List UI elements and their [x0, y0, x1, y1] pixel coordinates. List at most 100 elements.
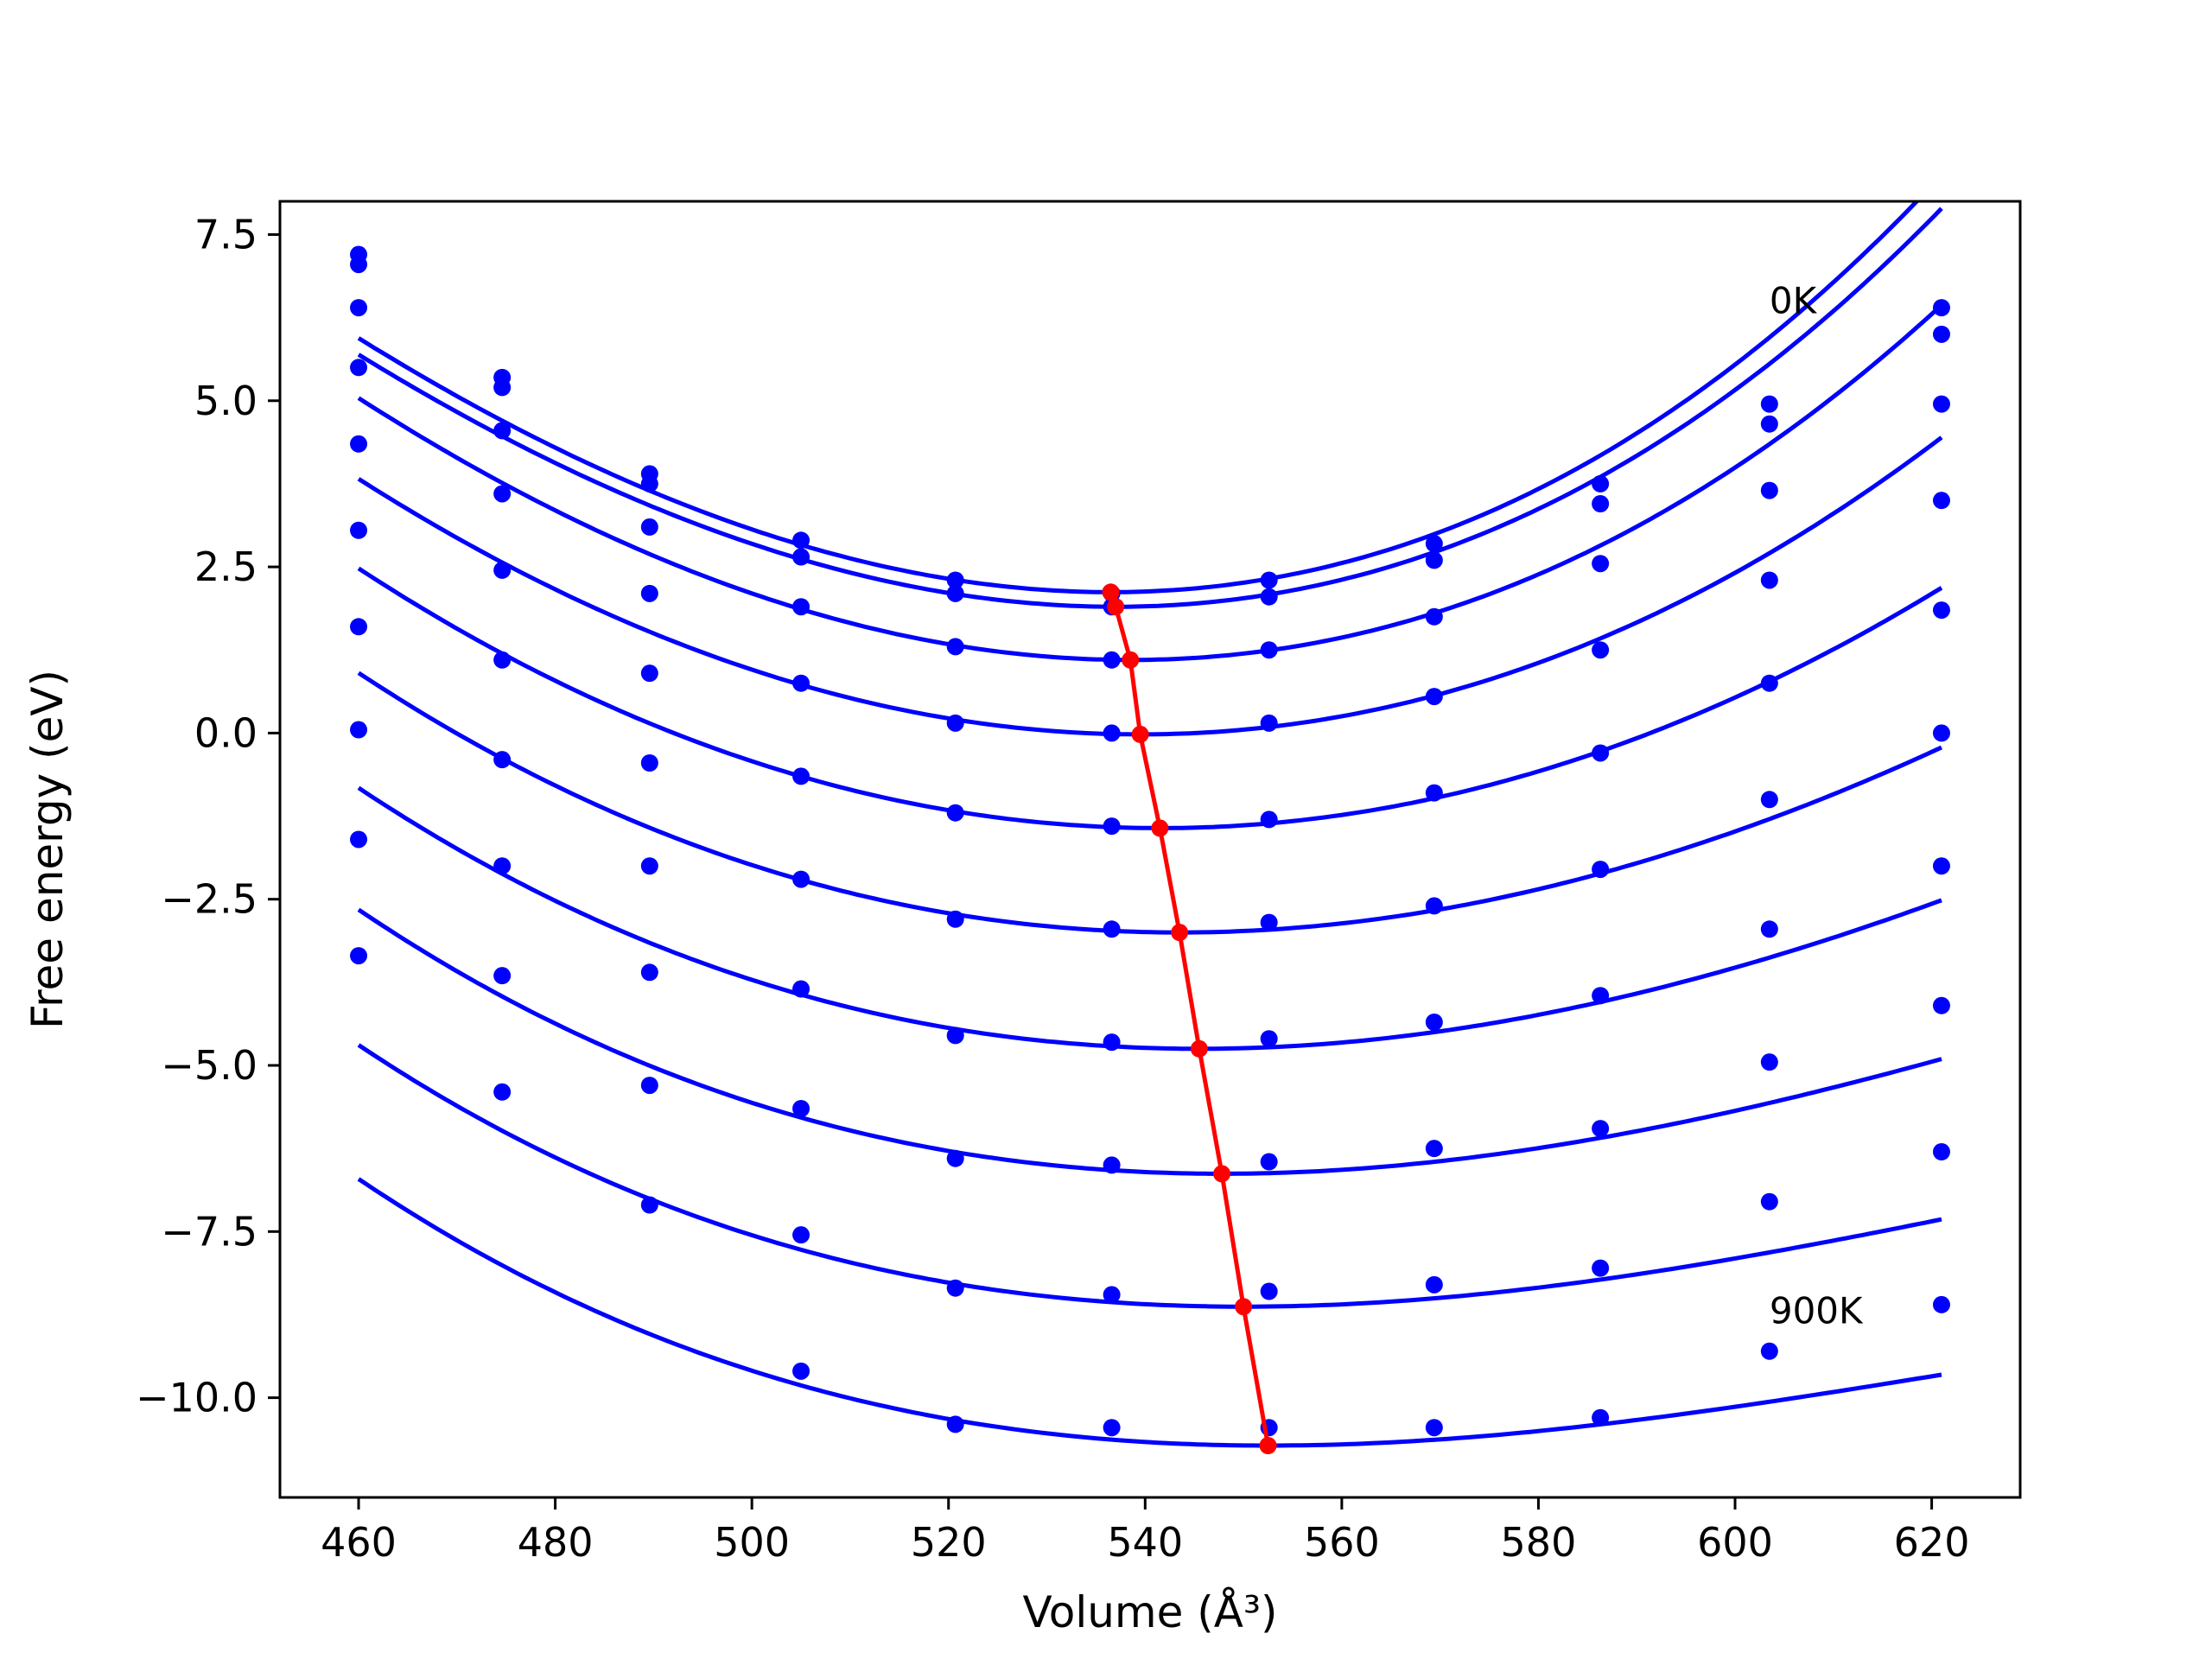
data-point-s8-8	[1592, 1259, 1610, 1277]
fit-curve-8	[357, 1043, 1942, 1309]
data-point-s9-9	[1760, 1342, 1778, 1360]
fit-curves	[357, 201, 1943, 1448]
data-point-s7-10	[1932, 996, 1950, 1014]
fit-curve-1	[357, 207, 1943, 609]
minimum-point-3	[1131, 725, 1149, 743]
minimum-line	[1102, 583, 1277, 1454]
data-point-s3-4	[946, 714, 964, 732]
data-point-s0-3	[792, 531, 810, 550]
data-point-s2-8	[1592, 555, 1610, 573]
data-point-s5-6	[1260, 913, 1278, 931]
data-point-s1-1	[493, 378, 512, 397]
data-point-s6-9	[1760, 920, 1778, 938]
y-tick-label-7: −10.0	[136, 1375, 257, 1421]
data-point-s7-8	[1592, 1120, 1610, 1138]
data-point-s8-7	[1425, 1275, 1443, 1294]
data-point-s2-2	[640, 518, 658, 536]
data-point-s1-7	[1425, 551, 1443, 569]
data-point-s5-10	[1932, 724, 1950, 742]
data-point-s5-8	[1592, 861, 1610, 879]
data-point-s8-9	[1760, 1192, 1778, 1211]
data-point-s9-7	[1425, 1419, 1443, 1437]
data-point-s9-8	[1592, 1408, 1610, 1427]
data-point-s2-10	[1932, 395, 1950, 413]
data-point-s7-9	[1760, 1053, 1778, 1071]
data-point-s9-2	[640, 1196, 658, 1214]
data-point-s4-3	[792, 767, 810, 785]
fit-curve-2	[357, 303, 1943, 663]
data-point-s5-9	[1760, 791, 1778, 809]
data-point-s3-2	[640, 584, 658, 602]
data-point-s7-6	[1260, 1153, 1278, 1171]
annotation-0k: 0K	[1770, 279, 1818, 321]
data-point-s0-10	[1932, 299, 1950, 317]
x-axis-ticks: 460 480 500 520 540 560 580 600 620	[321, 1497, 1969, 1566]
data-point-s3-1	[493, 485, 512, 503]
data-point-s1-9	[1760, 415, 1778, 433]
y-tick-label-4: −2.5	[161, 876, 257, 923]
data-point-s6-4	[946, 1027, 964, 1045]
x-tick-label-480: 480	[518, 1519, 594, 1566]
data-point-s2-4	[946, 638, 964, 656]
data-point-s5-5	[1103, 920, 1121, 938]
y-tick-label-6: −7.5	[161, 1208, 257, 1255]
data-point-s6-3	[792, 980, 810, 998]
data-point-s9-1	[493, 1083, 512, 1101]
data-point-s7-2	[640, 963, 658, 982]
fit-curve-6	[357, 785, 1942, 1052]
data-point-s4-2	[640, 664, 658, 683]
data-point-s1-2	[640, 474, 658, 493]
data-point-s1-8	[1592, 495, 1610, 512]
data-point-s3-5	[1103, 724, 1121, 742]
data-point-s6-6	[1260, 1030, 1278, 1048]
x-tick-label-500: 500	[714, 1519, 790, 1566]
minimum-point-8	[1235, 1298, 1253, 1316]
data-point-s1-10	[1932, 325, 1950, 343]
data-point-s8-0	[350, 830, 368, 849]
x-tick-label-580: 580	[1501, 1519, 1577, 1566]
data-point-s8-1	[493, 967, 512, 985]
data-point-s3-8	[1592, 641, 1610, 659]
y-tick-label-2: 2.5	[194, 543, 257, 590]
fit-curve-9	[357, 1177, 1942, 1448]
minimum-point-7	[1213, 1165, 1231, 1183]
data-point-s0-8	[1592, 474, 1610, 493]
data-point-s6-8	[1592, 987, 1610, 1005]
y-axis-label: Free energy (eV)	[22, 670, 73, 1029]
fit-curve-3	[357, 435, 1943, 737]
data-point-s5-1	[493, 651, 512, 669]
fit-curve-5	[357, 671, 1943, 935]
data-point-s4-1	[493, 561, 512, 579]
data-point-s5-7	[1425, 897, 1443, 915]
data-point-s2-5	[1103, 651, 1121, 669]
x-tick-label-540: 540	[1107, 1519, 1183, 1566]
data-point-s5-4	[946, 910, 964, 928]
data-point-s1-3	[792, 548, 810, 566]
minimum-point-9	[1259, 1437, 1277, 1454]
annotation-900k: 900K	[1770, 1290, 1864, 1332]
minimum-line-path	[1109, 591, 1270, 1446]
data-point-s0-4	[946, 571, 964, 589]
data-point-s8-6	[1260, 1282, 1278, 1300]
x-tick-label-460: 460	[321, 1519, 397, 1566]
data-point-s1-6	[1260, 588, 1278, 606]
data-point-s5-3	[792, 870, 810, 888]
y-tick-label-3: 0.0	[194, 709, 257, 756]
x-tick-label-620: 620	[1894, 1519, 1970, 1566]
minimum-point-2	[1122, 651, 1140, 669]
data-points	[350, 245, 1950, 1437]
data-point-s5-0	[350, 521, 368, 539]
data-point-s2-3	[792, 598, 810, 616]
x-tick-label-520: 520	[911, 1519, 987, 1566]
data-point-s4-9	[1760, 674, 1778, 692]
y-tick-label-5: −5.0	[161, 1042, 257, 1089]
data-point-s8-5	[1103, 1286, 1121, 1304]
data-point-s7-4	[946, 1149, 964, 1167]
data-point-s0-7	[1425, 535, 1443, 553]
data-point-s4-10	[1932, 601, 1950, 620]
data-point-s5-2	[640, 754, 658, 772]
data-point-s4-8	[1592, 744, 1610, 762]
data-point-s8-2	[640, 1077, 658, 1095]
data-point-s7-7	[1425, 1140, 1443, 1158]
data-point-s6-5	[1103, 1033, 1121, 1052]
